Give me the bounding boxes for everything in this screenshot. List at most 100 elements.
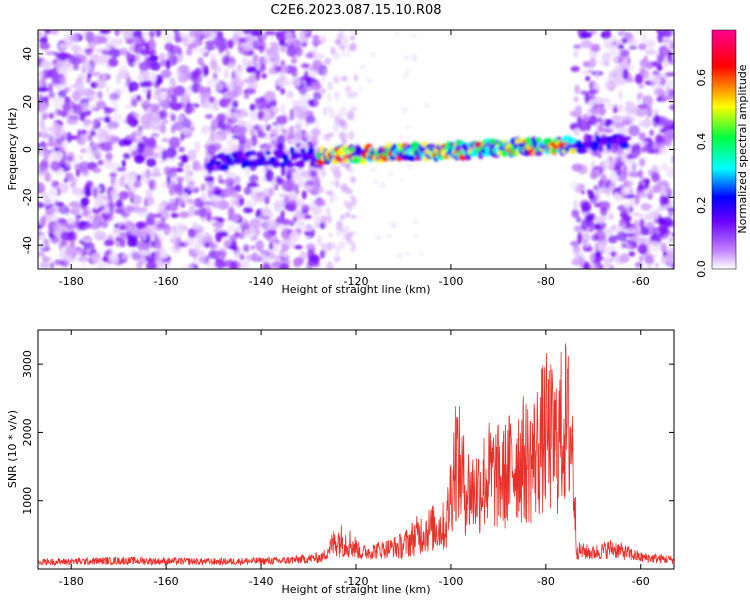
heatmap-cell bbox=[581, 201, 592, 213]
heatmap-cell bbox=[41, 112, 49, 120]
heatmap-cell bbox=[305, 115, 316, 124]
x-tick-label: -80 bbox=[537, 575, 555, 588]
heatmap-cell bbox=[641, 146, 646, 153]
heatmap-cell bbox=[586, 134, 593, 142]
heatmap-cell bbox=[142, 88, 148, 94]
heatmap-cell bbox=[197, 164, 205, 172]
heatmap-cell bbox=[273, 46, 281, 51]
heatmap-cell bbox=[206, 212, 212, 222]
heatmap-cell bbox=[275, 85, 281, 91]
heatmap-cell bbox=[71, 90, 81, 102]
heatmap-cell bbox=[593, 96, 604, 105]
heatmap-cell bbox=[639, 218, 645, 229]
heatmap-cell bbox=[630, 235, 640, 242]
heatmap-cell bbox=[602, 51, 612, 62]
heatmap-cell bbox=[231, 70, 236, 80]
heatmap-cell bbox=[671, 232, 674, 238]
heatmap-cell bbox=[116, 167, 127, 172]
heatmap-cell bbox=[320, 168, 327, 178]
heatmap-cell bbox=[39, 36, 48, 44]
heatmap-cell bbox=[664, 95, 674, 101]
y-tick-label: 2000 bbox=[21, 418, 34, 446]
heatmap-cell bbox=[192, 198, 202, 208]
heatmap-cell bbox=[167, 168, 177, 178]
heatmap-cell bbox=[97, 55, 104, 64]
heatmap-cell bbox=[241, 56, 249, 68]
heatmap-cell bbox=[598, 106, 607, 116]
heatmap-cell bbox=[168, 136, 181, 149]
heatmap-cell bbox=[108, 251, 119, 264]
heatmap-cell bbox=[93, 231, 105, 239]
heatmap-cell bbox=[182, 263, 194, 269]
heatmap-cell bbox=[52, 96, 64, 102]
heatmap-cell bbox=[75, 168, 81, 177]
heatmap-cell bbox=[626, 160, 634, 170]
heatmap-cell bbox=[114, 208, 123, 214]
heatmap-cell bbox=[637, 92, 644, 100]
heatmap-cell bbox=[315, 199, 326, 207]
heatmap-cell bbox=[175, 72, 182, 78]
heatmap-cell bbox=[44, 167, 49, 178]
heatmap-cell bbox=[302, 225, 314, 232]
heatmap-cell bbox=[350, 242, 357, 253]
heatmap-cell bbox=[128, 226, 136, 234]
heatmap-cell bbox=[634, 193, 640, 205]
x-tick-label: -60 bbox=[632, 275, 650, 288]
heatmap-cell bbox=[126, 51, 131, 59]
heatmap-cell bbox=[578, 119, 589, 132]
heatmap-cell bbox=[335, 220, 343, 231]
heatmap-cell bbox=[292, 216, 297, 222]
heatmap-cell bbox=[411, 234, 419, 239]
heatmap-cell bbox=[146, 258, 156, 263]
heatmap-cell bbox=[634, 262, 643, 268]
heatmap-cell bbox=[597, 243, 607, 253]
heatmap-cell bbox=[639, 158, 646, 166]
heatmap-cell bbox=[335, 112, 342, 122]
heatmap-cell bbox=[623, 194, 636, 199]
heatmap-cell bbox=[245, 200, 257, 208]
heatmap-cell bbox=[72, 62, 80, 71]
heatmap-cell bbox=[238, 197, 245, 206]
heatmap-cell bbox=[38, 234, 47, 241]
heatmap-cell bbox=[48, 136, 56, 143]
heatmap-cell bbox=[201, 200, 214, 206]
heatmap-cell bbox=[58, 42, 67, 50]
heatmap-cell bbox=[289, 138, 301, 144]
heatmap-cell bbox=[663, 58, 669, 69]
heatmap-cell bbox=[330, 194, 334, 204]
heatmap-cell bbox=[68, 175, 76, 181]
heatmap-cell bbox=[412, 218, 419, 225]
heatmap-cell bbox=[264, 90, 276, 102]
heatmap-cell bbox=[657, 217, 665, 226]
heatmap-cell bbox=[386, 234, 393, 238]
heatmap-cell bbox=[175, 167, 184, 173]
heatmap-cell bbox=[322, 36, 326, 45]
heatmap-cell bbox=[80, 66, 86, 74]
heatmap-cell bbox=[651, 171, 660, 182]
heatmap-cell bbox=[133, 180, 142, 188]
heatmap-cell bbox=[83, 242, 95, 250]
heatmap-cell bbox=[618, 90, 623, 100]
heatmap-cell bbox=[649, 240, 661, 253]
heatmap-cell bbox=[94, 197, 99, 210]
heatmap-cell bbox=[60, 140, 69, 149]
heatmap-cell bbox=[636, 30, 641, 36]
heatmap-cell bbox=[323, 106, 327, 117]
heatmap-cell bbox=[66, 131, 72, 143]
heatmap-cell bbox=[603, 60, 610, 67]
heatmap-cell bbox=[200, 183, 206, 192]
heatmap-cell bbox=[398, 133, 404, 140]
heatmap-cell bbox=[227, 206, 235, 218]
heatmap-cell bbox=[328, 214, 332, 224]
heatmap-cell bbox=[373, 179, 378, 185]
heatmap-cell bbox=[150, 236, 156, 242]
heatmap-cell bbox=[166, 175, 171, 185]
heatmap-cell bbox=[570, 65, 580, 73]
heatmap-cell bbox=[626, 64, 636, 71]
y-tick-label: 3000 bbox=[21, 350, 34, 378]
heatmap-cell bbox=[265, 169, 274, 182]
heatmap-cell bbox=[229, 261, 238, 269]
heatmap-cell bbox=[598, 179, 605, 188]
y-tick-label: 1000 bbox=[21, 487, 34, 515]
heatmap-cell bbox=[285, 167, 297, 173]
